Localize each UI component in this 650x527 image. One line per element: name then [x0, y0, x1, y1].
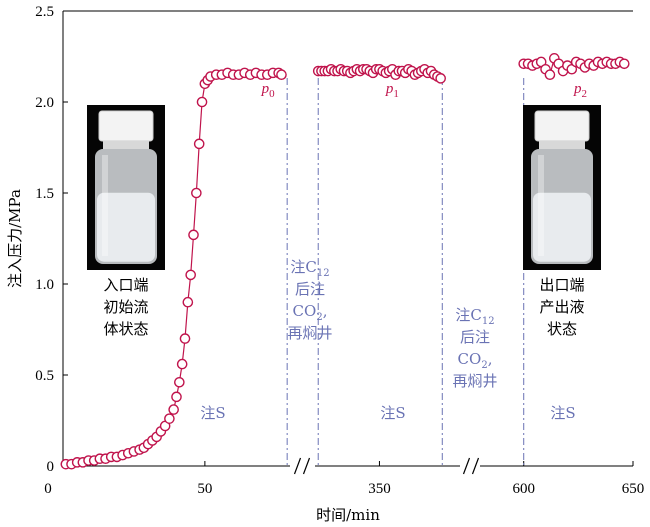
outlet-vial-photo [523, 105, 601, 270]
pressure-label: p2 [573, 81, 587, 100]
annotation-subscript: 12 [317, 268, 330, 279]
annotation-text: CO [293, 302, 317, 320]
vial-cap [98, 110, 154, 142]
annotation-line: CO2, [458, 350, 493, 371]
x-tick-label: 350 [368, 481, 391, 497]
data-point [544, 69, 556, 80]
annotation-line: CO2, [293, 302, 328, 323]
photo-caption-line: 状态 [547, 320, 577, 338]
stage-label: 注S [200, 404, 225, 422]
photo-caption-line: 产出液 [539, 298, 584, 316]
data-point [196, 96, 208, 108]
y-axis-title: 注入压力/MPa [6, 189, 24, 288]
data-point [191, 187, 202, 199]
pressure-label-sub: 1 [393, 88, 399, 100]
stage-label: 注S [380, 404, 405, 422]
vial-cap [534, 110, 590, 142]
x-tick-label: 600 [512, 481, 535, 497]
annotation-text: 再焖井 [452, 372, 497, 390]
annotation-text: 注C [290, 258, 316, 276]
annotation-line: 后注 [295, 280, 325, 298]
data-point [188, 229, 199, 241]
x-tick-label: 650 [622, 481, 645, 497]
pressure-label-sub: 0 [269, 88, 275, 100]
annotation-text: CO [458, 350, 482, 368]
annotation-line: 再焖井 [287, 324, 332, 342]
data-point [179, 333, 191, 344]
pressure-label-sub: 2 [581, 88, 587, 100]
data-point [174, 376, 185, 388]
vial-highlight [538, 155, 544, 256]
pressure-label: p1 [385, 81, 399, 100]
x-axis-title: 时间/min [316, 506, 380, 524]
photo-caption-line: 初始流 [103, 298, 148, 316]
photo-caption-line: 入口端 [103, 276, 148, 294]
annotation-line: 注C12 [290, 258, 329, 279]
axis-break-mark [471, 457, 480, 475]
annotation-line: 再焖井 [452, 372, 497, 390]
x-tick-label: 50 [197, 481, 212, 497]
pressure-label-main: p [573, 81, 582, 97]
y-tick-label: 2.5 [35, 4, 54, 20]
annotation-text: 注C [455, 306, 481, 324]
vial-neck [103, 141, 149, 149]
y-tick-label: 1.0 [35, 277, 54, 293]
annotation-line: 注C12 [455, 306, 494, 327]
annotation-subscript: 2 [481, 360, 487, 371]
data-point [276, 69, 287, 80]
pressure-label-main: p [385, 81, 394, 97]
vial-neck [539, 141, 585, 149]
vial-liquid [97, 192, 155, 262]
annotation-text: 后注 [460, 328, 490, 346]
annotation-subscript: 12 [482, 316, 495, 327]
data-point [164, 413, 175, 424]
axis-break-mark [293, 457, 302, 475]
y-tick-label: 1.5 [35, 186, 54, 202]
vial-highlight [102, 155, 108, 256]
y-tick-label: 0.5 [35, 368, 54, 384]
photo-caption-line: 出口端 [539, 276, 584, 294]
y-tick-label: 2.0 [35, 95, 54, 111]
annotation-subscript: 2 [316, 312, 322, 323]
x-tick-label: 0 [44, 481, 52, 497]
annotation-text: 后注 [295, 280, 325, 298]
annotation-line: 后注 [460, 328, 490, 346]
data-point [182, 296, 194, 308]
data-point [435, 73, 446, 84]
annotation-suffix: , [488, 350, 493, 368]
stage-label: 注S [550, 404, 575, 422]
data-point [168, 404, 179, 415]
vial-liquid [533, 192, 591, 262]
axis-break-mark [302, 457, 311, 475]
data-point [176, 358, 188, 370]
annotation-suffix: , [323, 302, 328, 320]
axes: 0 0.5 1.0 1.5 2.0 2.5 0 50 350 600 650 时间/min 注入压力/M… [6, 4, 644, 524]
axis-break-mark [462, 457, 471, 475]
pressure-series [60, 53, 630, 470]
pressure-label: p0 [261, 81, 276, 100]
y-tick-label: 0 [47, 459, 55, 475]
data-point [185, 269, 196, 281]
data-point [171, 391, 182, 403]
data-point [193, 138, 205, 150]
pressure-label-main: p [261, 81, 270, 97]
photo-caption-line: 体状态 [103, 320, 148, 338]
inlet-vial-photo [87, 105, 165, 270]
annotation-text: 再焖井 [287, 324, 332, 342]
data-point [618, 58, 630, 70]
